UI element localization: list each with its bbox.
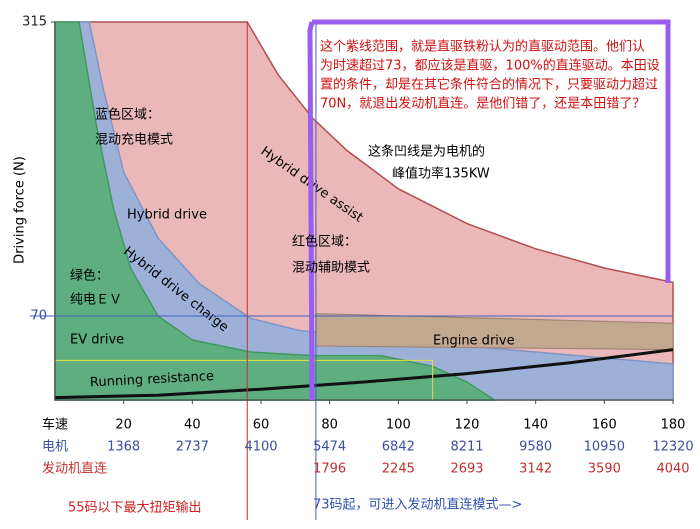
motor-rpm: 12320 — [652, 440, 693, 455]
motor-rpm: 10950 — [584, 440, 625, 455]
x-tick-label: 160 — [592, 418, 617, 433]
note: 纯电ＥＶ — [70, 293, 122, 308]
engine-label: 发动机直连 — [42, 461, 107, 477]
x-tick-label: 120 — [455, 418, 480, 433]
running-resistance — [54, 348, 674, 400]
y-tick-label: 70 — [30, 309, 47, 324]
engine-rpm: 3590 — [588, 462, 621, 477]
motor-rpm: 2737 — [176, 440, 209, 455]
motor-label: 电机 — [42, 440, 68, 455]
motor-rpm: 4100 — [244, 440, 277, 455]
motor-rpm: 1368 — [107, 440, 140, 455]
y-label: Driving force (N) — [13, 156, 28, 264]
x-tick-label: 100 — [386, 418, 411, 433]
hybrid-drive-label: Hybrid drive — [127, 208, 207, 223]
purple-frame — [307, 19, 671, 401]
purple-note: 这个紫线范围，就是直驱铁粉认为的直驱动范围。他们认 为时速超过73，都应该是直驱… — [320, 39, 660, 112]
y-tick-label: 315 — [22, 15, 47, 30]
x-tick-label: 180 — [661, 418, 686, 433]
note: 混动充电模式 — [95, 132, 173, 148]
x-tick-label: 60 — [253, 418, 270, 433]
engine-rpm: 2245 — [382, 462, 415, 477]
note: 绿色： — [70, 268, 109, 284]
note: 55码以下最大扭矩输出 — [68, 500, 202, 516]
x-tick-label: 40 — [184, 418, 201, 433]
engine-rpm: 3142 — [519, 462, 552, 477]
series-label: EV drive — [70, 333, 124, 348]
note: 混动辅助模式 — [292, 261, 370, 276]
note-line: 置的条件，却是在其它条件符合的情况下，只要驱动力超过 — [320, 77, 658, 93]
note: 这条凹线是为电机的 — [368, 144, 485, 160]
x-tick-label: 20 — [115, 418, 132, 433]
note-line: 为时速超过73，都应该是直驱，100%的直连驱动。本田设 — [320, 58, 660, 74]
engine-rpm: 2693 — [450, 462, 483, 477]
note: 73码起，可进入发动机直连模式—> — [313, 497, 522, 513]
note-line: 这个紫线范围，就是直驱铁粉认为的直驱动范围。他们认 — [320, 39, 645, 55]
note: 蓝色区域： — [95, 107, 160, 123]
x-row-label: 车速 — [42, 417, 68, 433]
note: 峰值功率135KW — [392, 166, 490, 182]
x-tick-label: 80 — [321, 418, 338, 433]
engine-rpm: 1796 — [313, 462, 346, 477]
x-tick-label: 140 — [523, 418, 548, 433]
engine-rpm: 4040 — [656, 462, 689, 477]
motor-rpm: 5474 — [313, 440, 346, 455]
series-label: Engine drive — [433, 334, 515, 349]
region — [54, 21, 497, 401]
note-line: 70N，就退出发动机直连。是他们错了，还是本田错了？ — [320, 96, 645, 112]
series-label: Running resistance — [90, 369, 215, 390]
motor-rpm: 9580 — [519, 440, 552, 455]
motor-rpm: 6842 — [382, 440, 415, 455]
motor-rpm: 8211 — [450, 440, 483, 455]
note: 红色区域： — [292, 234, 357, 250]
